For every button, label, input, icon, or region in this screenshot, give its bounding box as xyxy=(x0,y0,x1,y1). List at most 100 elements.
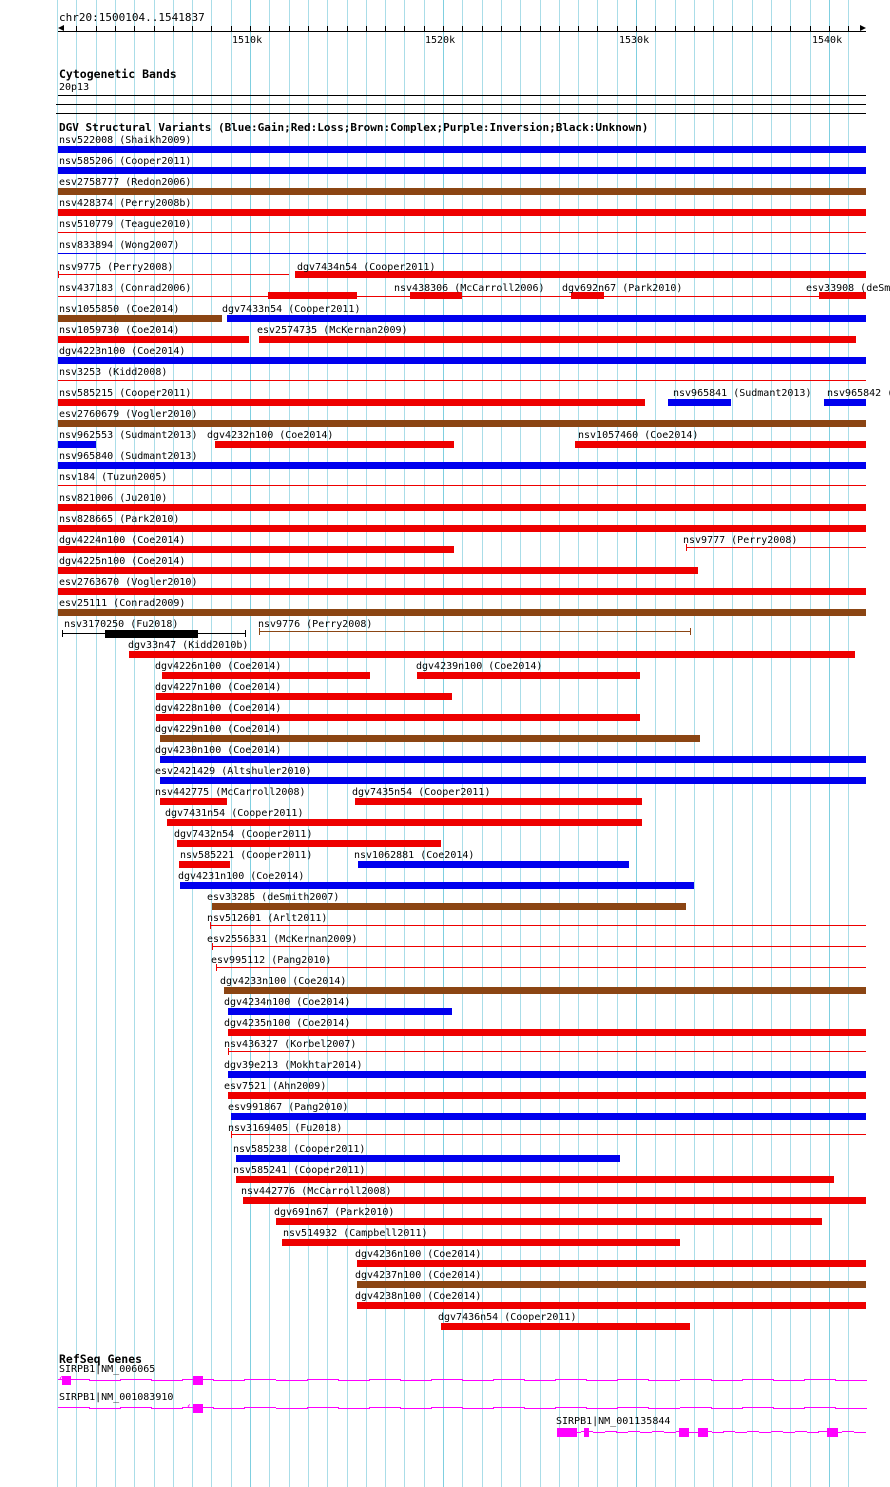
variant-bar[interactable] xyxy=(357,1260,866,1267)
variant-bar[interactable] xyxy=(417,672,640,679)
variant-label[interactable]: dgv7432n54 (Cooper2011) xyxy=(174,829,313,840)
variant-label[interactable]: nsv9777 (Perry2008) xyxy=(683,535,798,546)
variant-label[interactable]: esv995112 (Pang2010) xyxy=(211,955,332,966)
variant-bar[interactable] xyxy=(228,1008,452,1015)
variant-label[interactable]: esv2421429 (Altshuler2010) xyxy=(155,766,312,777)
variant-bar[interactable] xyxy=(58,188,866,195)
variant-line[interactable] xyxy=(58,485,866,486)
variant-label[interactable]: dgv692n67 (Park2010) xyxy=(562,283,683,294)
variant-bar[interactable] xyxy=(58,146,866,153)
variant-bar[interactable] xyxy=(215,441,454,448)
variant-label[interactable]: dgv4239n100 (Coe2014) xyxy=(416,661,543,672)
variant-label[interactable]: dgv4225n100 (Coe2014) xyxy=(59,556,186,567)
variant-bar[interactable] xyxy=(228,1029,866,1036)
gene-exon[interactable] xyxy=(557,1428,577,1437)
variant-label[interactable]: esv2763670 (Vogler2010) xyxy=(59,577,198,588)
variant-bar[interactable] xyxy=(162,672,370,679)
variant-bar[interactable] xyxy=(177,840,441,847)
variant-label[interactable]: nsv3169405 (Fu2018) xyxy=(228,1123,343,1134)
variant-bar[interactable] xyxy=(58,504,866,511)
variant-bar[interactable] xyxy=(58,441,96,448)
variant-bar[interactable] xyxy=(58,357,866,364)
variant-label[interactable]: nsv437183 (Conrad2006) xyxy=(59,283,192,294)
variant-label[interactable]: dgv4233n100 (Coe2014) xyxy=(220,976,347,987)
variant-label[interactable]: nsv436327 (Korbel2007) xyxy=(224,1039,357,1050)
gene-label[interactable]: SIRPB1|NM_001135844 xyxy=(556,1416,671,1427)
variant-label[interactable]: nsv828665 (Park2010) xyxy=(59,514,180,525)
variant-bar[interactable] xyxy=(58,588,866,595)
variant-bar[interactable] xyxy=(575,441,866,448)
variant-label[interactable]: esv2760679 (Vogler2010) xyxy=(59,409,198,420)
variant-bar[interactable] xyxy=(58,209,866,216)
variant-bar[interactable] xyxy=(668,399,731,406)
variant-label[interactable]: nsv1059730 (Coe2014) xyxy=(59,325,180,336)
variant-bar[interactable] xyxy=(282,1239,680,1246)
variant-bar[interactable] xyxy=(358,861,629,868)
variant-bar[interactable] xyxy=(58,167,866,174)
variant-line[interactable] xyxy=(210,925,866,926)
variant-label[interactable]: nsv833894 (Wong2007) xyxy=(59,240,180,251)
gene-exon[interactable] xyxy=(698,1428,708,1437)
variant-line[interactable] xyxy=(231,1134,866,1135)
gene-exon[interactable] xyxy=(827,1428,838,1437)
gene-exon[interactable] xyxy=(62,1376,71,1385)
variant-line[interactable] xyxy=(259,631,690,632)
gene-exon[interactable] xyxy=(193,1404,203,1413)
variant-label[interactable]: nsv585206 (Cooper2011) xyxy=(59,156,192,167)
variant-label[interactable]: dgv4229n100 (Coe2014) xyxy=(155,724,282,735)
variant-label[interactable]: nsv442776 (McCarroll2008) xyxy=(241,1186,392,1197)
variant-label[interactable]: nsv965841 (Sudmant2013) xyxy=(673,388,812,399)
variant-label[interactable]: nsv585241 (Cooper2011) xyxy=(233,1165,366,1176)
variant-bar[interactable] xyxy=(228,1071,866,1078)
variant-label[interactable]: dgv4228n100 (Coe2014) xyxy=(155,703,282,714)
variant-core-box[interactable] xyxy=(105,630,198,638)
variant-bar[interactable] xyxy=(231,1113,866,1120)
variant-label[interactable]: dgv4236n100 (Coe2014) xyxy=(355,1249,482,1260)
variant-bar[interactable] xyxy=(156,693,452,700)
variant-bar[interactable] xyxy=(180,882,694,889)
variant-bar[interactable] xyxy=(243,1197,866,1204)
variant-label[interactable]: nsv512601 (Arlt2011) xyxy=(207,913,328,924)
variant-line[interactable] xyxy=(686,547,866,548)
variant-bar[interactable] xyxy=(58,462,866,469)
variant-line[interactable] xyxy=(58,253,866,254)
variant-label[interactable]: nsv510779 (Teague2010) xyxy=(59,219,192,230)
gene-label[interactable]: SIRPB1|NM_001083910 xyxy=(59,1392,174,1403)
variant-label[interactable]: nsv9776 (Perry2008) xyxy=(258,619,373,630)
variant-label[interactable]: nsv9775 (Perry2008) xyxy=(59,262,174,273)
gene-exon[interactable] xyxy=(679,1428,689,1437)
variant-bar[interactable] xyxy=(357,1302,866,1309)
variant-label[interactable]: dgv4234n100 (Coe2014) xyxy=(224,997,351,1008)
variant-bar[interactable] xyxy=(58,315,222,322)
gene-label[interactable]: SIRPB1|NM_006065 xyxy=(59,1364,156,1375)
variant-label[interactable]: esv2556331 (McKernan2009) xyxy=(207,934,358,945)
variant-bar[interactable] xyxy=(156,714,640,721)
variant-label[interactable]: esv33285 (deSmith2007) xyxy=(207,892,340,903)
variant-label[interactable]: dgv4238n100 (Coe2014) xyxy=(355,1291,482,1302)
variant-label[interactable]: nsv585238 (Cooper2011) xyxy=(233,1144,366,1155)
variant-line[interactable] xyxy=(228,1051,866,1052)
variant-bar[interactable] xyxy=(212,903,686,910)
variant-label[interactable]: esv25111 (Conrad2009) xyxy=(59,598,186,609)
variant-bar[interactable] xyxy=(160,798,227,805)
variant-label[interactable]: dgv4230n100 (Coe2014) xyxy=(155,745,282,756)
variant-bar[interactable] xyxy=(228,1092,866,1099)
variant-bar[interactable] xyxy=(295,271,866,278)
variant-label[interactable]: nsv514932 (Campbell2011) xyxy=(283,1228,428,1239)
variant-line[interactable] xyxy=(58,274,289,275)
variant-label[interactable]: nsv585221 (Cooper2011) xyxy=(180,850,313,861)
variant-bar[interactable] xyxy=(410,292,462,299)
variant-bar[interactable] xyxy=(179,861,230,868)
variant-bar[interactable] xyxy=(224,987,866,994)
variant-label[interactable]: nsv1057460 (Coe2014) xyxy=(578,430,699,441)
variant-label[interactable]: nsv184 (Tuzun2005) xyxy=(59,472,168,483)
variant-line[interactable] xyxy=(58,296,866,297)
variant-line[interactable] xyxy=(58,232,866,233)
variant-label[interactable]: dgv4232n100 (Coe2014) xyxy=(207,430,334,441)
variant-bar[interactable] xyxy=(819,292,866,299)
variant-bar[interactable] xyxy=(129,651,855,658)
variant-bar[interactable] xyxy=(357,1281,866,1288)
variant-label[interactable]: dgv4227n100 (Coe2014) xyxy=(155,682,282,693)
variant-bar[interactable] xyxy=(160,777,866,784)
variant-bar[interactable] xyxy=(160,735,700,742)
